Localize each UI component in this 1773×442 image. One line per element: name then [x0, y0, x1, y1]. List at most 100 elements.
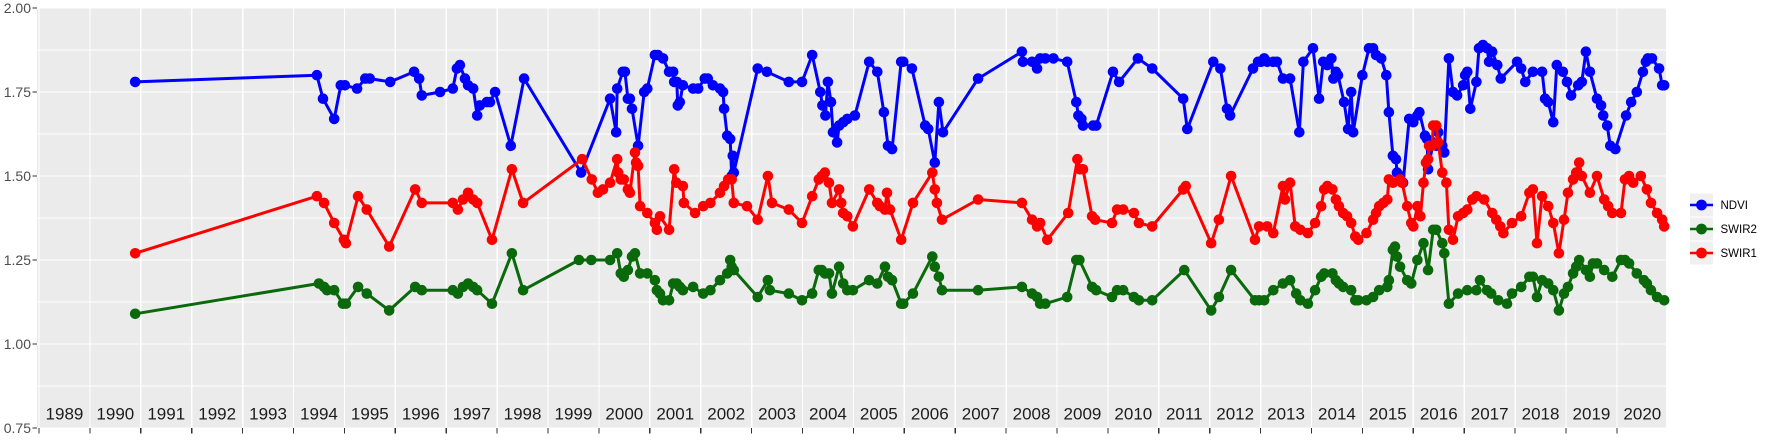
data-point — [1542, 200, 1554, 212]
data-point — [1623, 258, 1635, 269]
data-point — [668, 164, 680, 175]
data-point — [727, 150, 739, 162]
data-point — [1536, 66, 1548, 78]
data-point — [929, 261, 941, 273]
data-point — [1565, 90, 1577, 101]
data-point — [1146, 295, 1158, 306]
data-point — [1309, 217, 1321, 229]
x-tick-label: 2018 — [1522, 405, 1560, 424]
data-point — [849, 110, 861, 121]
data-point — [1551, 59, 1563, 71]
data-point — [1213, 214, 1225, 225]
data-point — [328, 113, 340, 125]
data-point — [1432, 137, 1444, 148]
data-point — [1573, 254, 1585, 266]
data-point — [1042, 234, 1053, 246]
data-point — [1422, 264, 1434, 276]
x-tick-label: 2004 — [809, 405, 847, 424]
x-tick-label: 1992 — [198, 405, 236, 424]
data-point — [1620, 110, 1632, 121]
data-point — [1077, 120, 1089, 131]
x-tick-label: 1989 — [46, 405, 84, 424]
data-point — [1418, 237, 1429, 249]
legend: NDVI SWIR2 SWIR1 — [1690, 193, 1757, 265]
data-point — [1658, 80, 1670, 91]
series-swir1 — [129, 120, 1670, 259]
data-point — [1315, 200, 1327, 212]
data-point — [1492, 59, 1503, 71]
data-point — [1515, 211, 1527, 222]
data-point — [447, 83, 459, 94]
legend-entry-swir1: SWIR1 — [1690, 241, 1757, 265]
data-point — [886, 143, 898, 155]
data-point — [937, 127, 949, 138]
data-point — [629, 147, 641, 158]
data-point — [863, 274, 875, 286]
data-point — [752, 63, 763, 74]
data-point — [1418, 177, 1429, 188]
data-point — [129, 308, 141, 320]
data-point — [1646, 53, 1658, 64]
data-point — [1271, 56, 1283, 68]
data-point — [1631, 86, 1643, 98]
data-point — [936, 214, 948, 225]
data-point — [929, 157, 941, 168]
data-point — [863, 56, 875, 68]
data-point — [642, 207, 653, 219]
y-tick-label: 2.00 — [4, 0, 31, 16]
data-point — [1478, 194, 1490, 205]
data-point — [1390, 153, 1402, 165]
data-point — [1215, 63, 1226, 74]
data-point — [1531, 291, 1543, 303]
data-point — [1389, 241, 1401, 252]
x-tick-label: 1997 — [453, 405, 491, 424]
data-point — [764, 284, 776, 296]
data-point — [1307, 43, 1319, 54]
data-point — [1601, 120, 1613, 131]
data-point — [847, 284, 859, 296]
data-point — [1062, 207, 1074, 219]
data-point — [604, 177, 616, 188]
data-point — [1205, 305, 1217, 316]
data-point — [872, 278, 883, 289]
data-point — [1383, 106, 1395, 118]
data-point — [1074, 254, 1085, 266]
data-point — [340, 298, 352, 310]
data-point — [1345, 284, 1357, 296]
data-point — [1213, 291, 1225, 303]
data-point — [1553, 305, 1565, 316]
data-point — [1061, 291, 1073, 303]
data-point — [933, 96, 945, 108]
data-point — [129, 76, 141, 88]
x-tick-label: 2017 — [1471, 405, 1509, 424]
data-point — [1309, 284, 1321, 296]
data-point — [667, 66, 679, 78]
data-point — [1225, 170, 1237, 182]
data-point — [1268, 284, 1279, 296]
data-point — [1452, 288, 1464, 299]
data-point — [622, 264, 634, 276]
data-point — [486, 298, 498, 310]
data-point — [1258, 295, 1270, 306]
data-point — [1595, 100, 1607, 111]
data-point — [1627, 177, 1639, 188]
data-point — [724, 133, 736, 145]
data-point — [1430, 120, 1442, 131]
data-point — [833, 261, 845, 273]
data-point — [714, 274, 726, 286]
data-point — [1408, 221, 1419, 232]
x-tick-label: 1993 — [249, 405, 287, 424]
data-point — [1401, 200, 1413, 212]
data-point — [929, 184, 941, 195]
data-point — [1645, 197, 1657, 209]
data-point — [1548, 284, 1559, 296]
data-point — [1615, 207, 1627, 219]
data-point — [361, 288, 373, 299]
data-point — [1381, 69, 1392, 81]
data-point — [1361, 227, 1372, 239]
data-point — [1337, 281, 1349, 293]
data-point — [783, 204, 795, 215]
data-point — [1077, 164, 1089, 175]
data-point — [931, 197, 943, 209]
data-point — [632, 160, 644, 172]
